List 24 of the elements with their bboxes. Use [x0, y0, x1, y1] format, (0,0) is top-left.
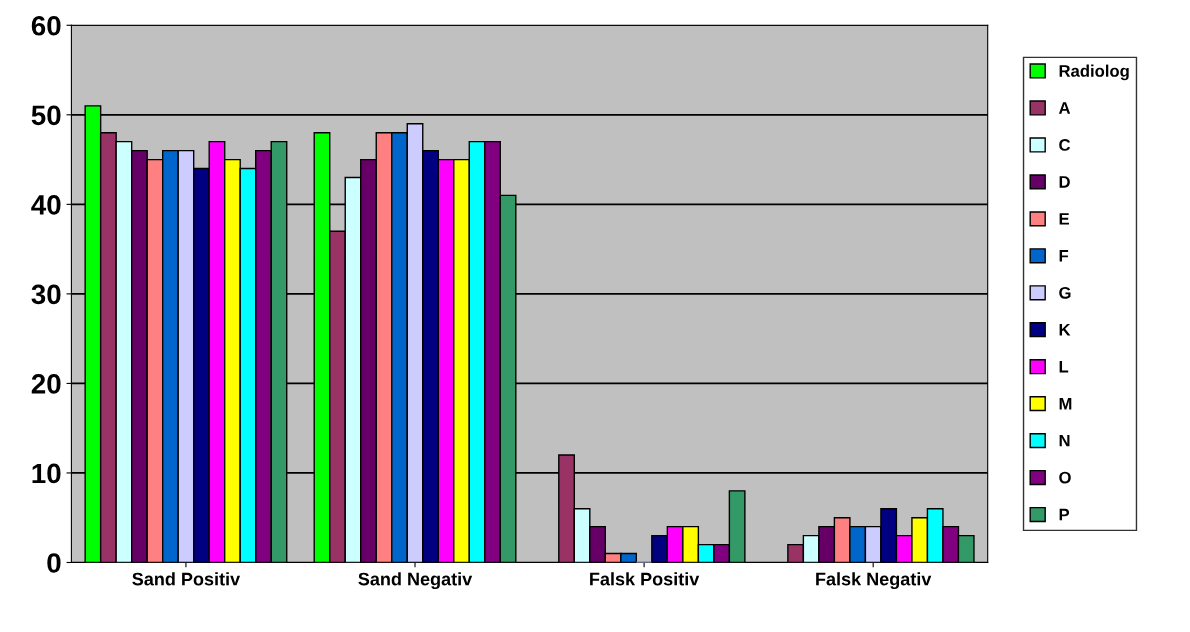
x-tick-label: Sand Positiv	[132, 572, 241, 586]
legend-label: P	[1059, 508, 1070, 521]
legend-label: O	[1059, 471, 1071, 484]
legend-label: Radiolog	[1059, 64, 1129, 81]
legend-label: M	[1059, 397, 1072, 410]
x-tick-label: Falsk Negativ	[816, 572, 932, 590]
legend-label: E	[1059, 213, 1069, 225]
legend-label: D	[1059, 176, 1070, 188]
y-tick-label: 60	[31, 15, 61, 36]
legend-label: F	[1059, 250, 1069, 262]
legend-label: K	[1059, 324, 1071, 336]
y-tick-label: 10	[32, 463, 61, 484]
y-tick-label: 20	[31, 374, 61, 394]
legend-label: C	[1059, 139, 1071, 151]
x-tick-label: Falsk Positiv	[590, 572, 700, 586]
y-tick-label: 40	[31, 195, 61, 215]
legend-label: A	[1058, 102, 1071, 114]
y-tick-label: 50	[31, 105, 61, 126]
x-tick-label: Sand Negativ	[358, 572, 473, 590]
legend-label: L	[1059, 360, 1069, 373]
y-tick-label: 0	[47, 553, 61, 573]
legend-label: G	[1059, 286, 1071, 299]
legend-label: N	[1059, 434, 1070, 447]
y-tick-label: 30	[31, 284, 61, 305]
